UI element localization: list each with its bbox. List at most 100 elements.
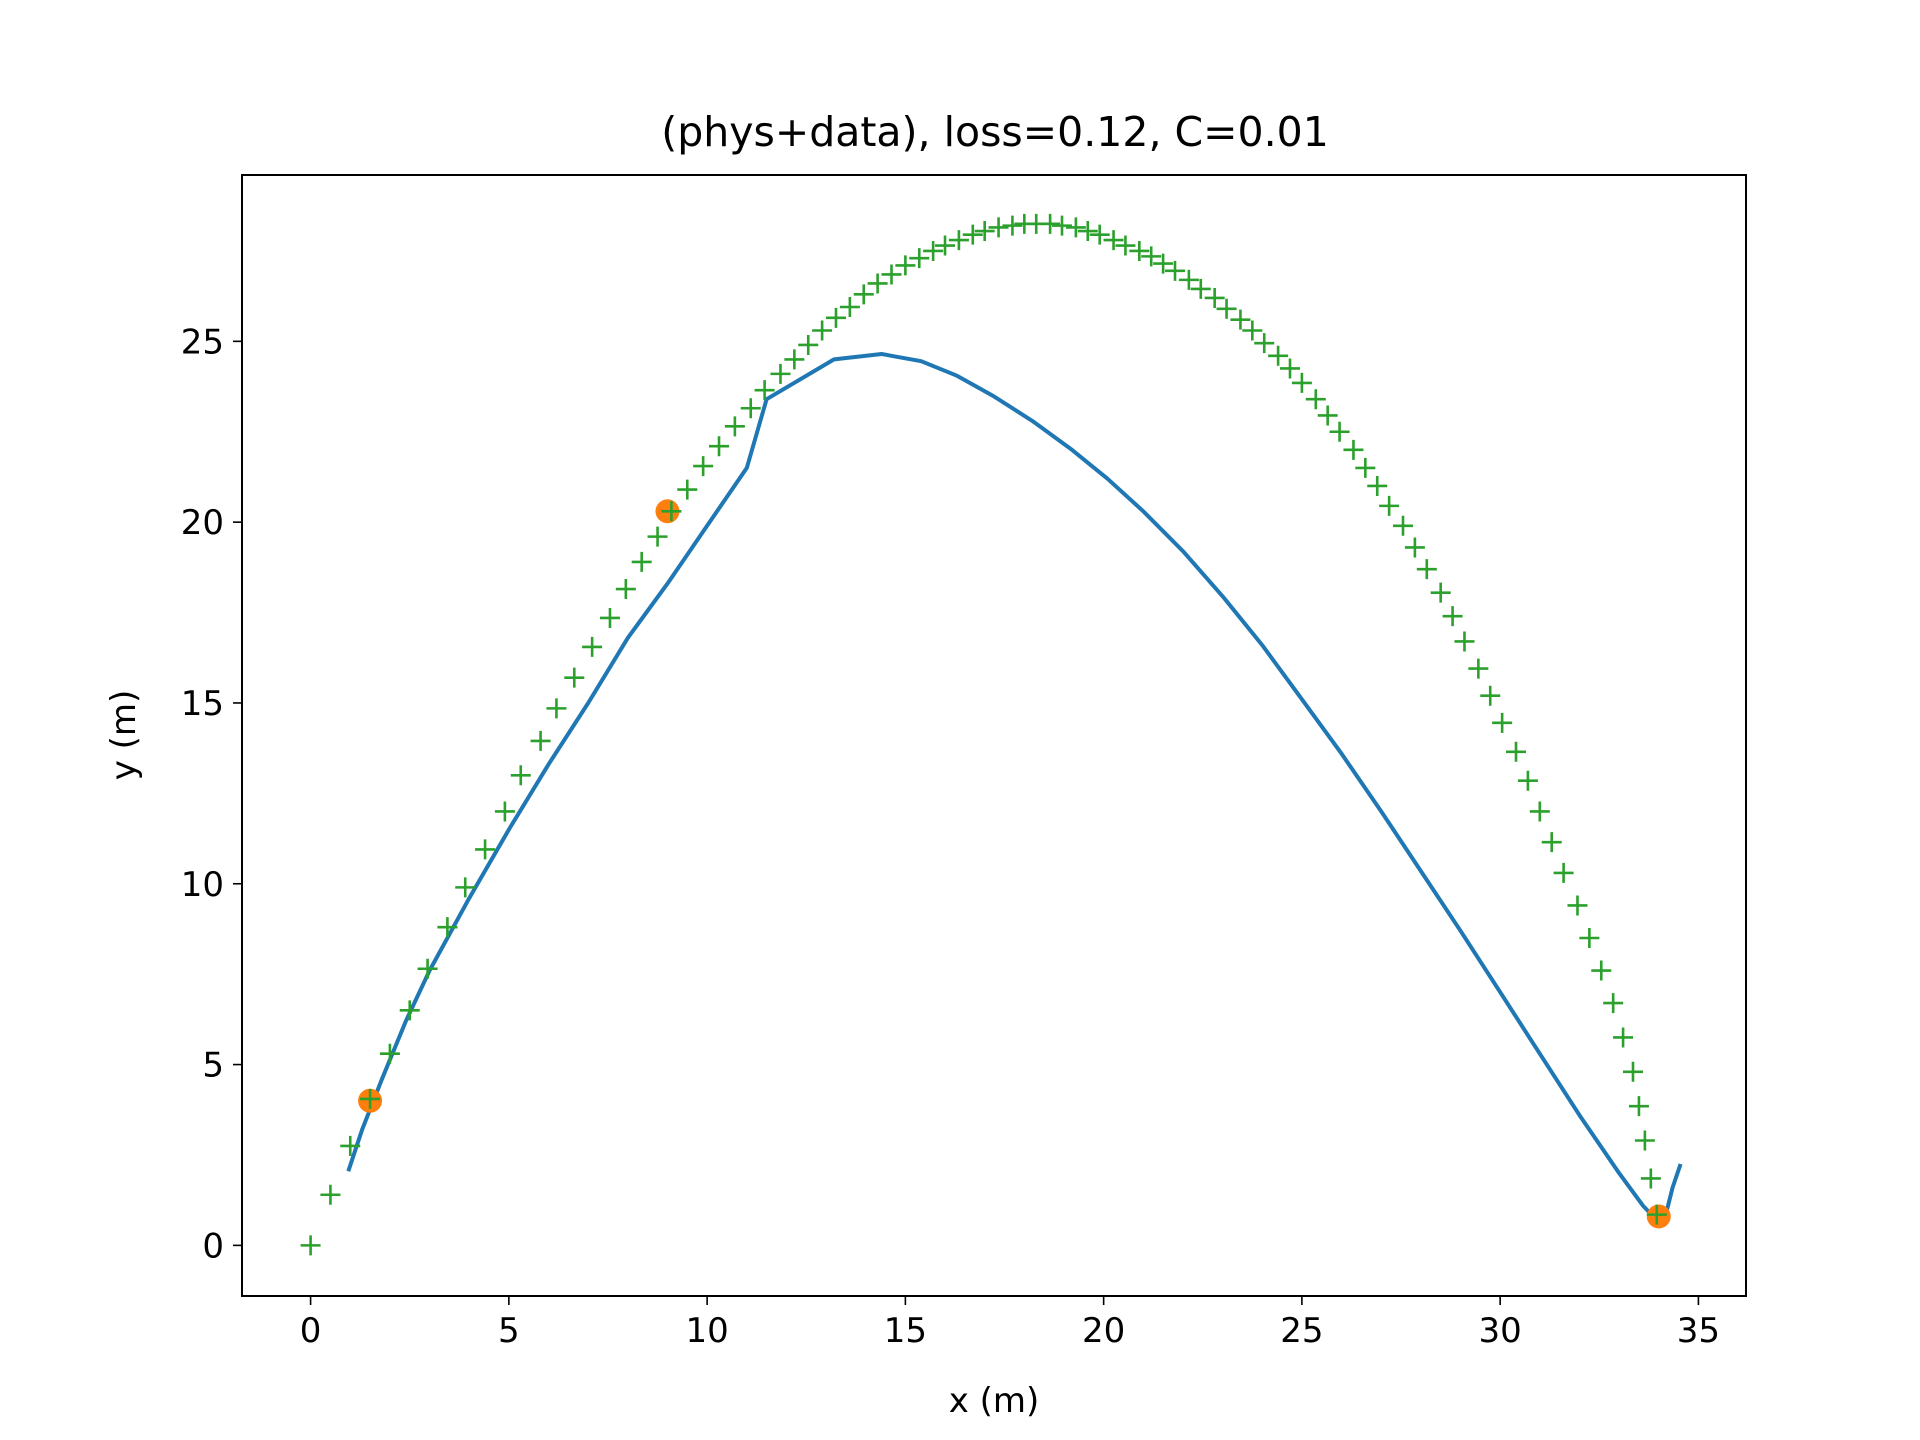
reference-point (1416, 559, 1437, 580)
reference-point (724, 416, 745, 437)
reference-point (1492, 712, 1513, 733)
x-tick-label: 25 (1280, 1311, 1323, 1351)
reference-point (784, 349, 805, 370)
reference-point (740, 398, 761, 419)
y-tick-label: 5 (202, 1046, 224, 1086)
reference-point (1040, 213, 1061, 234)
reference-point (1355, 457, 1376, 478)
y-axis: 0 5 10 15 20 25 (181, 322, 242, 1266)
reference-point (1115, 235, 1136, 256)
reference-point (1468, 658, 1489, 679)
reference-point (770, 363, 791, 384)
reference-point (1404, 537, 1425, 558)
reference-point (417, 958, 438, 979)
x-tick-label: 15 (884, 1311, 927, 1351)
measurement-point (1646, 1204, 1671, 1229)
reference-point (881, 264, 902, 285)
reference-point (599, 607, 620, 628)
x-tick-label: 35 (1677, 1311, 1720, 1351)
reference-point (1204, 287, 1225, 308)
reference-point (1291, 372, 1312, 393)
reference-point (399, 1000, 420, 1021)
reference-point (360, 1088, 381, 1109)
reference-point (494, 801, 515, 822)
reference-point (839, 296, 860, 317)
y-axis-label: y (m) (104, 690, 144, 781)
reference-point (1103, 230, 1124, 251)
reference-point (754, 380, 775, 401)
y-tick-label: 15 (181, 684, 224, 724)
reference-point (1393, 515, 1414, 536)
x-axis: 0 5 10 15 20 25 30 35 (300, 1296, 1720, 1351)
reference-point (320, 1184, 341, 1205)
reference-point (1089, 224, 1110, 245)
reference-point (1367, 475, 1388, 496)
reference-point (962, 224, 983, 245)
reference-point (1622, 1061, 1643, 1082)
reference-point (615, 579, 636, 600)
reference-point (895, 255, 916, 276)
reference-point (1305, 389, 1326, 410)
reference-point (1517, 770, 1538, 791)
reference-point (530, 730, 551, 751)
reference-point (693, 456, 714, 477)
reference-point (1579, 928, 1600, 949)
x-tick-label: 10 (685, 1311, 728, 1351)
y-tick-label: 0 (202, 1226, 224, 1266)
reference-point (437, 917, 458, 938)
reference-point (798, 334, 819, 355)
reference-point (948, 230, 969, 251)
reference-point (661, 501, 682, 522)
reference-point (825, 307, 846, 328)
reference-point (564, 667, 585, 688)
reference-point (1379, 495, 1400, 516)
reference-point (379, 1043, 400, 1064)
reference-point (1634, 1130, 1655, 1151)
reference-point (475, 839, 496, 860)
reference-point (974, 221, 995, 242)
reference-point (1591, 960, 1612, 981)
plot-area (300, 213, 1683, 1256)
reference-point (647, 526, 668, 547)
reference-point (1141, 246, 1162, 267)
reference-point (1480, 685, 1501, 706)
reference-point (546, 698, 567, 719)
reference-point (1230, 309, 1251, 330)
x-tick-label: 5 (498, 1311, 520, 1351)
reference-point (1165, 260, 1186, 281)
reference-point (1454, 631, 1475, 652)
reference-point (988, 217, 1009, 238)
reference-point (340, 1135, 361, 1156)
reference-point (1567, 895, 1588, 916)
reference-point (853, 284, 874, 305)
reference-point (1153, 253, 1174, 274)
reference-point (455, 877, 476, 898)
reference-point (1065, 217, 1086, 238)
chart-title: (phys+data), loss=0.12, C=0.01 (661, 108, 1329, 156)
x-axis-label: x (m) (949, 1381, 1040, 1421)
reference-point (1178, 269, 1199, 290)
reference-point (1280, 358, 1300, 379)
reference-point (935, 235, 956, 256)
x-tick-label: 20 (1082, 1311, 1125, 1351)
reference-point (1628, 1096, 1649, 1117)
reference-point (1430, 582, 1451, 603)
reference-point (1329, 421, 1350, 442)
reference-point (709, 436, 730, 457)
x-tick-label: 30 (1479, 1311, 1522, 1351)
reference-point (1317, 405, 1338, 426)
reference-point (1613, 1027, 1634, 1048)
reference-point (1002, 215, 1023, 236)
reference-point (1529, 801, 1550, 822)
reference-point (1343, 439, 1364, 460)
reference-point (510, 765, 531, 786)
series-line (346, 352, 1683, 1223)
reference-point (1268, 345, 1289, 366)
reference-point (923, 240, 944, 261)
reference-point (1553, 862, 1574, 883)
reference-point (1242, 320, 1263, 341)
reference-point (1254, 333, 1275, 354)
reference-point (1506, 741, 1527, 762)
y-tick-label: 25 (181, 322, 224, 362)
